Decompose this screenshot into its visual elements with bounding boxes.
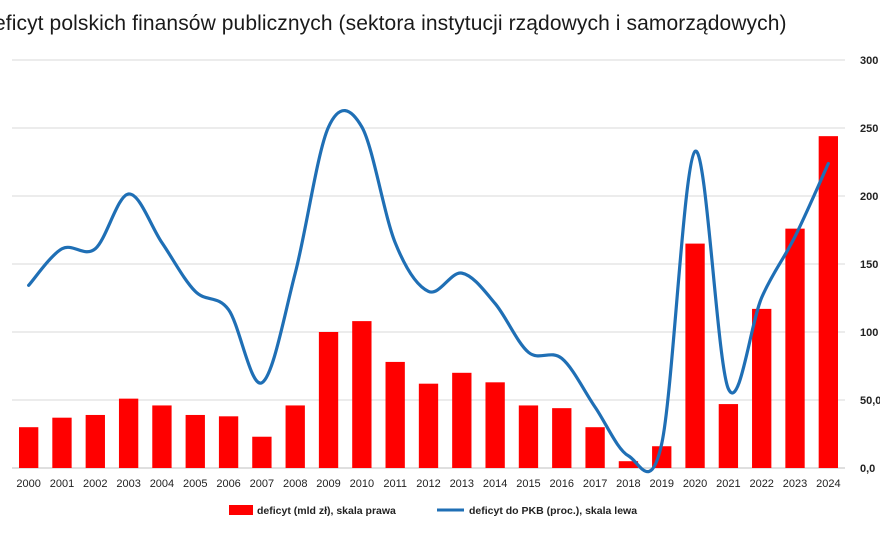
x-tick-label: 2000: [16, 478, 40, 490]
x-tick-label: 2021: [716, 478, 740, 490]
bar: [352, 321, 372, 468]
bar: [252, 436, 272, 468]
x-tick-label: 2007: [250, 478, 274, 490]
bar: [752, 308, 772, 468]
legend-bar-label: deficyt (mld zł), skala prawa: [257, 505, 396, 517]
x-tick-label: 2018: [616, 478, 640, 490]
legend-bar-swatch: [229, 505, 253, 515]
x-tick-label: 2019: [649, 478, 673, 490]
x-tick-label: 2023: [783, 478, 807, 490]
bar: [118, 398, 139, 468]
x-tick-label: 2003: [116, 478, 140, 490]
bar: [718, 404, 739, 468]
x-tick-label: 2012: [416, 478, 440, 490]
bar: [485, 382, 505, 468]
x-tick-label: 2016: [550, 478, 574, 490]
y-axis-right-ticks: 0,0 50,0 100 150 200 250 300: [860, 55, 880, 475]
y-tick-label: 150: [860, 259, 878, 271]
x-tick-label: 2004: [150, 478, 174, 490]
x-tick-label: 2008: [283, 478, 307, 490]
legend: deficyt (mld zł), skala prawa deficyt do…: [229, 505, 637, 517]
x-axis-ticks: 2000 2001 2002 2003 2004 2005 2006 2007 2008 2009…: [16, 478, 840, 490]
chart-title: eficyt polskich finansów publicznych (se…: [0, 12, 787, 35]
bar-series: [18, 136, 839, 468]
x-tick-label: 2013: [450, 478, 474, 490]
bar: [518, 405, 539, 468]
bar: [452, 372, 472, 468]
x-tick-label: 2011: [383, 478, 407, 490]
bar: [585, 427, 605, 468]
bar: [685, 243, 705, 468]
y-tick-label: 250: [860, 123, 878, 135]
x-tick-label: 2002: [83, 478, 107, 490]
bar: [185, 414, 205, 468]
bar: [618, 461, 639, 468]
bar: [85, 414, 105, 468]
x-tick-label: 2005: [183, 478, 207, 490]
x-tick-label: 2017: [583, 478, 607, 490]
y-tick-label: 200: [860, 191, 878, 203]
x-tick-label: 2009: [316, 478, 340, 490]
x-tick-label: 2014: [483, 478, 507, 490]
x-tick-label: 2022: [749, 478, 773, 490]
bar: [385, 361, 405, 468]
y-tick-label: 50,0: [860, 395, 880, 407]
y-tick-label: 100: [860, 327, 878, 339]
bar: [318, 332, 339, 468]
bar: [52, 417, 72, 468]
line-series: [27, 109, 830, 474]
bar: [18, 427, 39, 468]
bar: [785, 228, 805, 468]
x-tick-label: 2001: [50, 478, 74, 490]
bar: [818, 136, 839, 468]
y-tick-label: 0,0: [860, 463, 875, 475]
x-tick-label: 2020: [683, 478, 707, 490]
x-tick-label: 2006: [216, 478, 240, 490]
bar: [552, 408, 572, 468]
bar: [418, 383, 439, 468]
legend-line-label: deficyt do PKB (proc.), skala lewa: [469, 505, 637, 517]
bar: [152, 405, 172, 468]
line-series-path: [27, 109, 830, 474]
bar: [218, 416, 239, 468]
bar: [285, 405, 305, 468]
y-tick-label: 300: [860, 55, 878, 67]
x-tick-label: 2010: [350, 478, 374, 490]
x-tick-label: 2024: [816, 478, 840, 490]
x-tick-label: 2015: [516, 478, 540, 490]
